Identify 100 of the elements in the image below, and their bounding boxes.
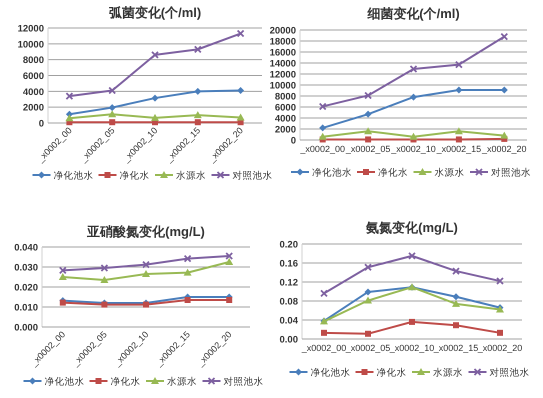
point: [318, 102, 327, 110]
point: [410, 132, 418, 140]
y-tick-label: 0.040: [14, 242, 38, 254]
point: [142, 260, 150, 268]
point: [151, 51, 159, 59]
point: [452, 267, 460, 275]
point: [194, 88, 202, 95]
y-tick-label: 14000: [270, 58, 296, 70]
point: [194, 119, 201, 126]
point: [226, 297, 232, 303]
y-tick-label: 0.16: [280, 258, 298, 270]
x-tick-label: _x0002_15: [436, 144, 482, 154]
legend-label: 对照池水: [491, 166, 531, 178]
point: [497, 330, 503, 336]
point: [66, 92, 74, 100]
point: [151, 114, 159, 121]
x-tick-label: _x0002_15: [432, 343, 478, 353]
legend-label: 净化水: [378, 166, 408, 178]
y-tick-label: 0.12: [280, 278, 298, 288]
point: [236, 113, 245, 120]
point: [408, 252, 416, 260]
point: [364, 127, 372, 134]
point: [142, 270, 150, 277]
y-tick-label: 12000: [18, 24, 44, 34]
point: [410, 94, 417, 101]
x-tick-label: _x0002_05: [344, 144, 390, 154]
chart-title: 弧菌变化(个/ml): [108, 5, 202, 20]
point: [184, 268, 192, 276]
legend-label: 水源水: [434, 166, 464, 178]
point: [455, 86, 462, 94]
y-tick-label: 2000: [22, 102, 44, 114]
y-tick-label: 6000: [22, 71, 44, 82]
point: [453, 322, 459, 328]
point: [152, 94, 158, 102]
point: [225, 258, 234, 265]
point: [321, 330, 327, 336]
point: [184, 254, 192, 262]
y-tick-label: 0.000: [14, 322, 38, 334]
chart-title: 细菌变化(个/ml): [366, 6, 460, 21]
point: [452, 293, 460, 300]
y-tick-label: 20000: [270, 26, 296, 36]
x-tick-label: _x0002_10: [388, 343, 434, 353]
point: [364, 288, 372, 296]
point: [100, 264, 108, 272]
legend-label: 净化池水: [44, 376, 84, 388]
legend-label: 净化水: [376, 366, 406, 378]
point: [60, 300, 66, 306]
point: [236, 30, 244, 38]
point: [109, 119, 116, 126]
y-tick-label: 0.030: [14, 262, 38, 274]
x-tick-label: _x0002_05: [344, 343, 390, 353]
point: [108, 104, 116, 112]
legend-label: 对照池水: [232, 170, 272, 182]
point: [194, 111, 202, 118]
y-tick-label: 0.08: [280, 296, 298, 308]
point: [364, 92, 372, 100]
point: [318, 132, 327, 140]
legend-label: 水源水: [176, 170, 206, 182]
chart-title: 亚硝酸氮变化(mg/L): [86, 224, 205, 239]
point: [65, 114, 74, 122]
y-tick-label: 0.010: [14, 302, 38, 314]
legend-label: 水源水: [433, 366, 463, 378]
y-tick-label: 18000: [270, 36, 296, 48]
y-tick-label: 0.00: [280, 334, 298, 346]
point: [496, 277, 504, 285]
x-tick-label: _x0002_00: [300, 343, 346, 353]
point: [364, 296, 372, 304]
point: [58, 266, 67, 274]
y-tick-label: 4000: [274, 114, 296, 124]
y-tick-label: 16000: [270, 48, 296, 58]
point: [184, 297, 191, 303]
y-tick-label: 0: [290, 136, 296, 146]
point: [319, 124, 326, 132]
y-tick-label: 12000: [270, 70, 296, 80]
point: [194, 45, 202, 54]
point: [58, 273, 67, 280]
point: [108, 110, 116, 118]
y-tick-label: 10000: [270, 80, 296, 92]
chart-title: 氨氮变化(mg/L): [365, 220, 458, 235]
x-tick-label: _x0002_10: [390, 144, 436, 154]
point: [409, 318, 415, 325]
point: [108, 86, 116, 94]
point: [365, 330, 371, 337]
point: [410, 65, 418, 73]
x-tick-label: _x0002_00: [299, 144, 345, 154]
point: [500, 86, 508, 94]
y-tick-label: 10000: [18, 39, 44, 50]
point: [452, 300, 460, 307]
point: [365, 136, 372, 142]
y-tick-label: 2000: [274, 124, 296, 136]
point: [320, 290, 328, 298]
legend-label: 净化水: [120, 170, 150, 182]
x-tick-label: _x0002_20: [481, 144, 527, 154]
y-tick-label: 0.20: [280, 240, 298, 250]
legend-label: 水源水: [167, 376, 197, 388]
y-tick-label: 0.020: [14, 282, 38, 294]
y-tick-label: 6000: [274, 102, 296, 114]
y-tick-label: 8000: [22, 55, 44, 66]
point: [364, 263, 372, 272]
legend-label: 对照池水: [490, 366, 530, 378]
